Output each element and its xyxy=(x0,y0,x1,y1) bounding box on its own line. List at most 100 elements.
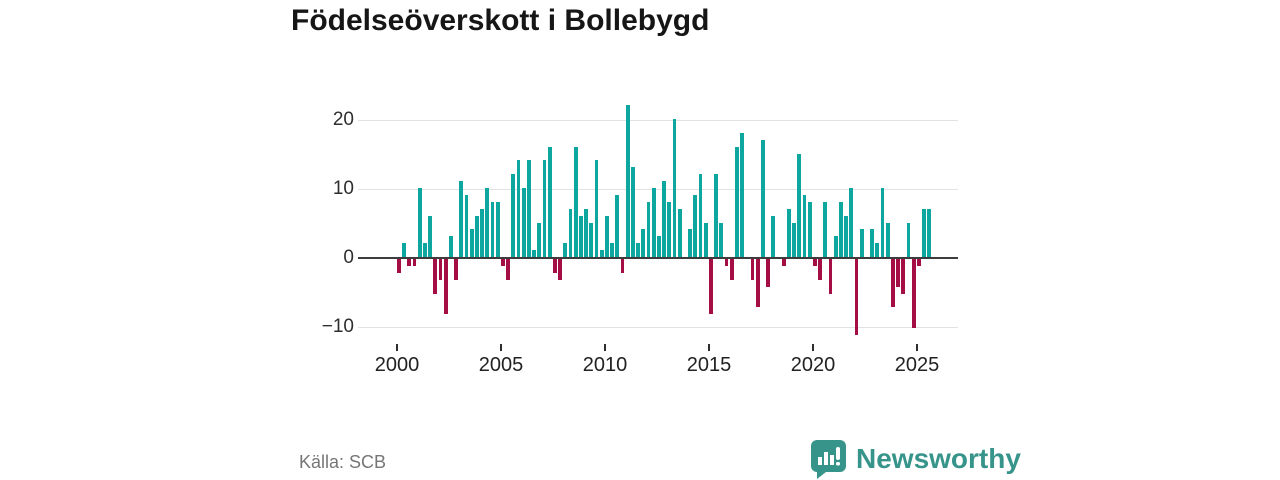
bar-2009q2 xyxy=(589,222,594,257)
bar-2011q4 xyxy=(641,229,646,257)
bar-2023q1 xyxy=(875,243,880,257)
bar-2008q3 xyxy=(573,146,578,257)
bar-2018q4 xyxy=(787,208,791,257)
bar-2009q4 xyxy=(599,250,604,257)
y-axis-label: 20 xyxy=(332,109,354,130)
bar-2005q1 xyxy=(501,259,505,266)
bar-2015q1 xyxy=(709,259,713,315)
bar-2021q2 xyxy=(839,201,843,257)
x-axis-tick-2025 xyxy=(916,344,918,351)
x-axis-label-2015: 2015 xyxy=(686,354,732,376)
bar-2019q1 xyxy=(792,222,796,257)
newsworthy-logo-icon xyxy=(811,440,846,479)
bar-2022q2 xyxy=(859,229,864,257)
bar-2021q3 xyxy=(844,215,848,257)
x-axis-tick-2020 xyxy=(812,344,814,351)
bar-2012q3 xyxy=(657,236,661,257)
logo-bar-3 xyxy=(830,455,834,465)
bar-2021q1 xyxy=(833,236,838,257)
logo-bar-2 xyxy=(824,452,828,465)
bar-2018q3 xyxy=(781,259,786,266)
bar-2007q1 xyxy=(542,160,547,257)
y-axis-label: −10 xyxy=(321,316,354,337)
bar-2020q2 xyxy=(818,259,822,280)
bar-2020q4 xyxy=(828,259,833,294)
bar-2010q2 xyxy=(610,243,614,257)
bar-2021q4 xyxy=(849,188,854,257)
bar-2006q3 xyxy=(532,250,536,257)
bar-2011q2 xyxy=(631,167,635,257)
bar-2000q2 xyxy=(402,243,406,257)
bar-2006q2 xyxy=(527,160,531,257)
bar-2002q2 xyxy=(443,259,448,315)
bar-2009q3 xyxy=(594,160,599,257)
bar-2007q4 xyxy=(558,259,562,280)
bar-2019q3 xyxy=(802,194,807,257)
bar-2001q4 xyxy=(433,259,438,294)
bar-2000q1 xyxy=(397,259,401,273)
x-axis-tick-2015 xyxy=(708,344,710,351)
bar-2020q3 xyxy=(823,201,828,257)
bar-2017q1 xyxy=(750,259,755,280)
bar-2009q1 xyxy=(584,208,588,257)
x-axis-label-2020: 2020 xyxy=(790,354,836,376)
x-axis-label-2025: 2025 xyxy=(894,354,940,376)
x-axis-label-2010: 2010 xyxy=(582,354,628,376)
x-axis-zero-line xyxy=(358,257,958,259)
x-axis-label-2000: 2000 xyxy=(374,354,420,376)
bar-2012q4 xyxy=(662,181,666,257)
chart-title: Födelseöverskott i Bollebygd xyxy=(291,4,710,37)
bar-2002q4 xyxy=(454,259,458,280)
bar-2003q1 xyxy=(459,181,464,257)
source-label: Källa: SCB xyxy=(299,452,387,472)
bar-2012q2 xyxy=(651,188,656,257)
bar-2005q3 xyxy=(511,174,516,257)
bar-2013q3 xyxy=(677,208,682,257)
bar-2003q4 xyxy=(475,215,479,257)
bar-2023q3 xyxy=(885,222,890,257)
bar-2003q2 xyxy=(464,194,469,257)
bar-2002q3 xyxy=(449,236,453,257)
bar-2013q2 xyxy=(672,119,677,257)
bar-2010q1 xyxy=(605,215,609,257)
bar-2017q4 xyxy=(766,259,770,287)
y-axis-label: 10 xyxy=(332,178,354,199)
x-axis-label-2005: 2005 xyxy=(478,354,524,376)
bar-2015q2 xyxy=(714,174,718,257)
x-axis-tick-2000 xyxy=(396,344,398,351)
bar-2014q2 xyxy=(693,194,698,257)
bar-2005q4 xyxy=(516,160,521,257)
bar-2008q1 xyxy=(563,243,568,257)
logo-exclamation-dot xyxy=(836,462,840,466)
bar-2007q2 xyxy=(547,146,552,257)
gridline-y10 xyxy=(358,189,958,190)
bar-2011q1 xyxy=(625,105,630,257)
bar-2019q2 xyxy=(797,153,802,257)
bar-2014q1 xyxy=(688,229,692,257)
bar-2008q4 xyxy=(579,215,583,257)
bar-2022q4 xyxy=(870,229,874,257)
bar-2000q4 xyxy=(412,259,417,266)
logo-bar-1 xyxy=(818,457,822,465)
bar-2006q4 xyxy=(537,222,542,257)
bar-2010q4 xyxy=(620,259,625,273)
bar-2017q3 xyxy=(761,139,765,257)
bar-2011q3 xyxy=(636,243,640,257)
y-axis-label: 0 xyxy=(343,247,354,268)
bar-2014q3 xyxy=(698,174,703,257)
newsworthy-brand: Newsworthy xyxy=(810,438,1021,480)
bar-2008q2 xyxy=(568,208,573,257)
bar-2024q4 xyxy=(911,259,916,328)
bar-2006q1 xyxy=(521,188,526,257)
bar-2023q2 xyxy=(880,188,885,257)
bar-2016q1 xyxy=(729,259,734,280)
gridline-y20 xyxy=(358,120,958,121)
bar-2018q1 xyxy=(771,215,776,257)
bar-2001q1 xyxy=(417,188,422,257)
bar-2022q1 xyxy=(854,259,859,335)
bar-2010q3 xyxy=(615,194,620,257)
x-axis-tick-2005 xyxy=(500,344,502,351)
bar-2019q4 xyxy=(807,201,812,257)
x-axis-tick-2010 xyxy=(604,344,606,351)
bar-2000q3 xyxy=(407,259,412,266)
